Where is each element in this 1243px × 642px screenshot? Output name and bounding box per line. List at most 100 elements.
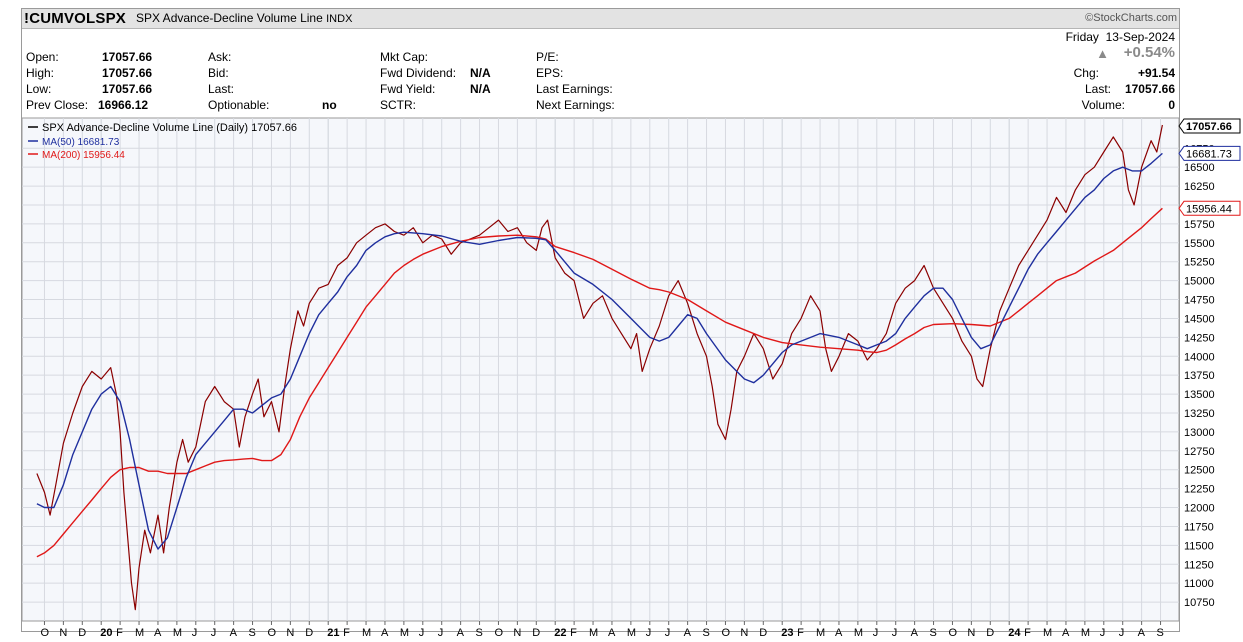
y-tick-label: 12750 <box>1184 446 1215 458</box>
up-triangle-icon: ▲ <box>1096 46 1109 61</box>
y-tick-label: 11000 <box>1184 578 1214 590</box>
optionable-value: no <box>322 98 337 112</box>
x-tick-label: D <box>986 627 994 639</box>
last-value: 17057.66 <box>1124 82 1175 96</box>
y-tick-label: 11500 <box>1184 540 1214 552</box>
last-value-labels: 17057.66 16681.73 15956.44 <box>1178 118 1241 216</box>
chg-value: +91.54 <box>1137 66 1175 80</box>
open-value: 17057.66 <box>102 50 153 64</box>
x-tick-label: J <box>646 627 652 639</box>
x-tick-label: S <box>1157 627 1164 639</box>
volume-value: 0 <box>1168 98 1175 112</box>
x-tick-label: M <box>627 627 636 639</box>
fwd-yield-label: Fwd Yield: <box>380 82 436 96</box>
legend-ma200: MA(200) 15956.44 <box>42 150 125 161</box>
x-tick-label: F <box>570 627 577 639</box>
last-price-label-box <box>1178 118 1241 134</box>
last-ma200-label-box <box>1178 200 1241 216</box>
last-ma200-label: 15956.44 <box>1186 203 1232 215</box>
pe-label: P/E: <box>536 50 559 64</box>
x-tick-label: F <box>1024 627 1031 639</box>
y-tick-label: 15500 <box>1184 238 1215 250</box>
x-tick-label: M <box>400 627 409 639</box>
last-left-label: Last: <box>208 82 235 96</box>
y-tick-label: 15000 <box>1184 276 1215 288</box>
high-label: High: <box>26 66 55 80</box>
x-tick-label: O <box>948 627 957 639</box>
x-tick-label: 20 <box>100 627 112 639</box>
x-tick-label: F <box>343 627 350 639</box>
mkt-cap-label: Mkt Cap: <box>380 50 429 64</box>
x-tick-label: A <box>1138 627 1146 639</box>
x-tick-label: S <box>476 627 483 639</box>
title-bar: !CUMVOLSPX SPX Advance-Decline Volume Li… <box>22 9 1179 29</box>
last-ma200-label-group: 15956.44 <box>1178 200 1241 216</box>
chg-label: Chg: <box>1073 66 1099 80</box>
y-tick-label: 14250 <box>1184 332 1215 344</box>
x-tick-label: 24 <box>1008 627 1021 639</box>
prev-close-label: Prev Close: <box>26 98 89 112</box>
x-tick-label: A <box>230 627 238 639</box>
legend-ma50: MA(50) 16681.73 <box>42 137 120 148</box>
y-tick-label: 14000 <box>1184 351 1215 363</box>
x-tick-label: O <box>721 627 730 639</box>
x-tick-label: N <box>59 627 67 639</box>
prev-close-value: 16966.12 <box>98 98 149 112</box>
open-label: Open: <box>26 50 59 64</box>
bid-label: Bid: <box>208 66 229 80</box>
grid-lines <box>22 118 1179 621</box>
x-tick-label: J <box>419 627 425 639</box>
x-tick-label: N <box>286 627 294 639</box>
series-layer <box>36 124 1163 611</box>
eps-label: EPS: <box>536 66 564 80</box>
x-tick-label: S <box>703 627 710 639</box>
x-tick-label: M <box>173 627 182 639</box>
quote-date: Friday 13-Sep-2024 <box>1065 30 1175 44</box>
y-tick-label: 13750 <box>1184 370 1215 382</box>
x-tick-label: M <box>362 627 371 639</box>
x-tick-label: J <box>1100 627 1106 639</box>
x-tick-label: J <box>873 627 879 639</box>
ask-label: Ask: <box>208 50 232 64</box>
y-tick-label: 13250 <box>1184 408 1215 420</box>
low-value: 17057.66 <box>102 82 153 96</box>
y-tick-label: 12000 <box>1184 503 1215 515</box>
y-tick-label: 10750 <box>1184 597 1215 609</box>
last-ma50-label: 16681.73 <box>1186 148 1232 160</box>
y-tick-label: 15250 <box>1184 257 1215 269</box>
y-tick-label: 11750 <box>1184 521 1214 533</box>
x-tick-label: O <box>267 627 276 639</box>
x-tick-label: M <box>816 627 825 639</box>
x-tick-label: O <box>40 627 49 639</box>
x-tick-label: D <box>78 627 86 639</box>
price-line <box>36 124 1163 611</box>
x-tick-label: N <box>740 627 748 639</box>
x-tick-label: J <box>665 627 671 639</box>
symbol-description: SPX Advance-Decline Volume Line INDX <box>136 9 352 29</box>
x-tick-label: S <box>249 627 256 639</box>
x-tick-label: A <box>835 627 843 639</box>
description-text: SPX Advance-Decline Volume Line <box>136 11 323 25</box>
x-tick-label: 22 <box>554 627 566 639</box>
x-tick-label: N <box>967 627 975 639</box>
x-tick-label: N <box>513 627 521 639</box>
x-tick-label: A <box>684 627 692 639</box>
sctr-label: SCTR: <box>380 98 416 112</box>
last-ma50-label-box <box>1178 145 1241 161</box>
x-tick-label: A <box>608 627 616 639</box>
y-tick-label: 12250 <box>1184 484 1215 496</box>
high-value: 17057.66 <box>102 66 153 80</box>
percent-change: +0.54% <box>1123 44 1175 61</box>
x-tick-label: A <box>1062 627 1070 639</box>
x-tick-label: S <box>930 627 937 639</box>
y-tick-label: 14750 <box>1184 295 1215 307</box>
last-label: Last: <box>1084 82 1111 96</box>
x-tick-label: A <box>457 627 465 639</box>
optionable-label: Optionable: <box>208 98 270 112</box>
x-tick-label: A <box>154 627 162 639</box>
last-earnings-label: Last Earnings: <box>536 82 613 96</box>
ma200-line <box>36 207 1163 558</box>
x-tick-label: M <box>1043 627 1052 639</box>
y-tick-label: 13500 <box>1184 389 1215 401</box>
x-tick-label: J <box>438 627 444 639</box>
